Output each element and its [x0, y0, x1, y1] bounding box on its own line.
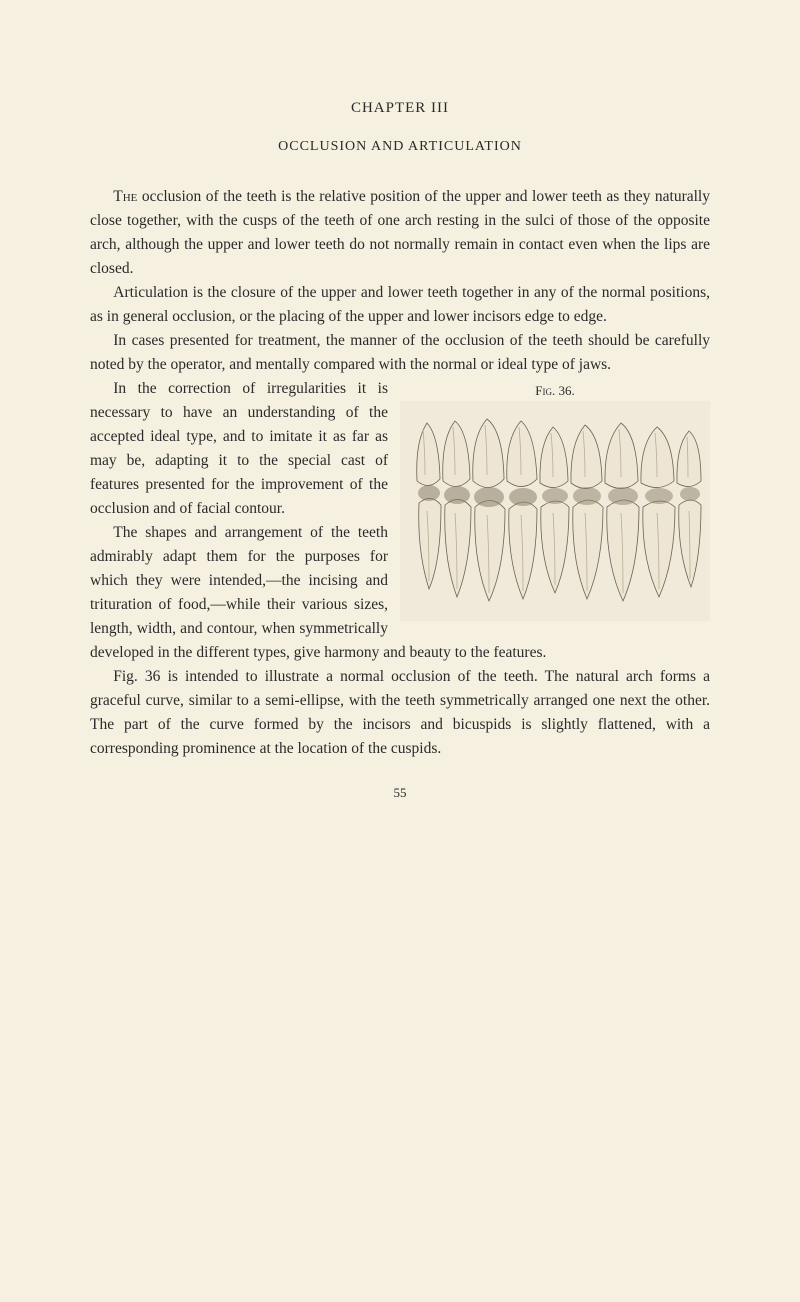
page-number: 55	[90, 785, 710, 801]
p1-lead: The	[113, 188, 137, 205]
chapter-subtitle: OCCLUSION AND ARTICULATION	[90, 139, 710, 155]
p1-rest: occlusion of the teeth is the relative p…	[90, 188, 710, 277]
page-container: CHAPTER III OCCLUSION AND ARTICULATION T…	[0, 0, 800, 841]
figure-image	[400, 401, 710, 621]
chapter-heading: CHAPTER III	[90, 100, 710, 117]
body-text: The occlusion of the teeth is the relati…	[90, 185, 710, 761]
paragraph-6: Fig. 36 is intended to illustrate a norm…	[90, 665, 710, 761]
paragraph-3: In cases presented for treatment, the ma…	[90, 329, 710, 377]
paragraph-2: Articulation is the closure of the upper…	[90, 281, 710, 329]
figure-label: Fig. 36.	[400, 381, 710, 401]
wrap-section: Fig. 36.	[90, 377, 710, 665]
figure-block: Fig. 36.	[400, 381, 710, 621]
paragraph-1: The occlusion of the teeth is the relati…	[90, 185, 710, 281]
teeth-illustration	[405, 411, 705, 611]
